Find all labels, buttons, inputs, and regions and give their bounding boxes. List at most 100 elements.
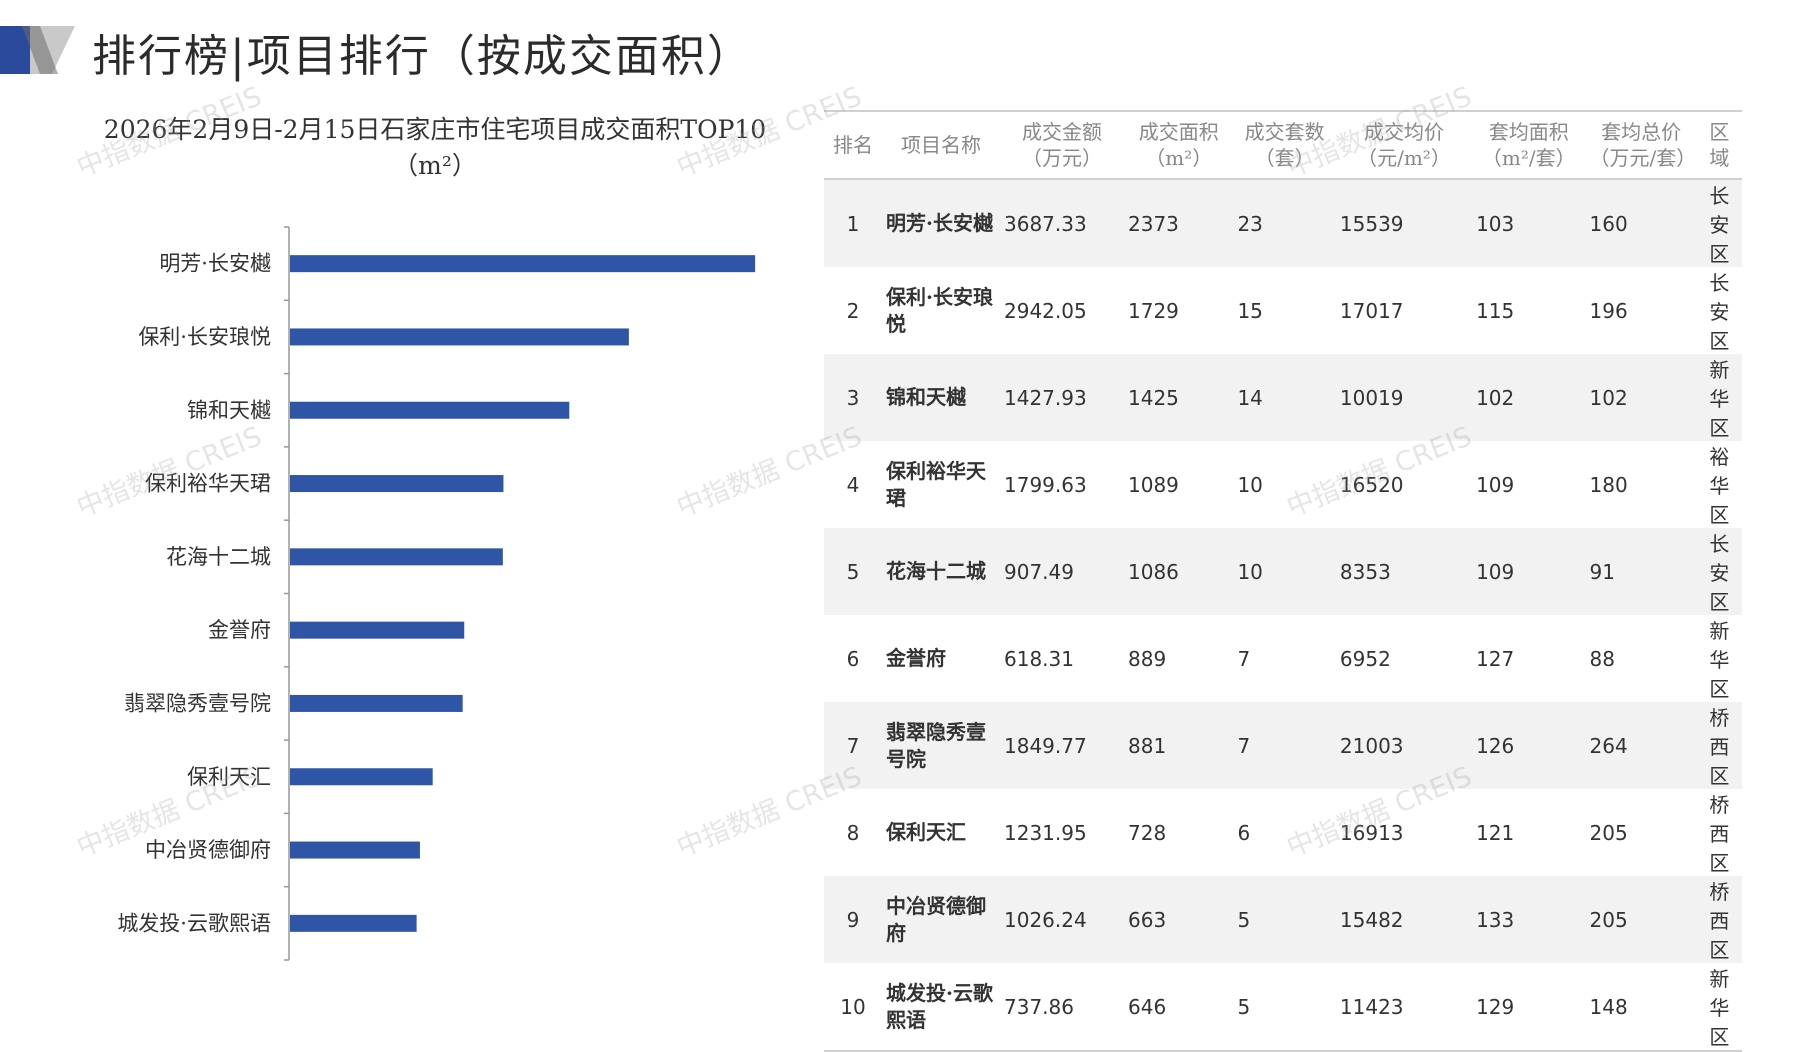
- table-cell-amount: 1799.63: [1004, 472, 1087, 497]
- table-cell-rank: 3: [824, 354, 882, 441]
- ranking-table: 排名 项目名称 成交金额（万元） 成交面积（m²） 成交套数（套） 成交均价（元…: [824, 112, 1742, 1052]
- table-cell-price: 15482: [1335, 876, 1473, 963]
- header-district: 区域: [1696, 112, 1742, 180]
- category-label: 金誉府: [208, 618, 271, 642]
- table-cell-district: 新华区: [1709, 619, 1730, 701]
- table-cell-amount: 1849.77: [1000, 702, 1124, 789]
- bar-chart: 明芳·长安樾保利·长安琅悦锦和天樾保利裕华天珺花海十二城金誉府翡翠隐秀壹号院保利…: [117, 226, 756, 961]
- header-units: 成交套数（套）: [1233, 112, 1336, 180]
- table-cell-units: 15: [1237, 298, 1263, 323]
- header-avg-total: 套均总价（万元/套）: [1585, 112, 1697, 180]
- table-cell-district: 桥西区: [1709, 793, 1730, 875]
- category-label: 城发投·云歌熙语: [117, 911, 271, 935]
- table-cell-district: 桥西区: [1696, 702, 1742, 789]
- header-project-name: 项目名称: [882, 112, 1000, 180]
- bar: [290, 914, 417, 932]
- header-rank: 排名: [824, 112, 882, 180]
- table-cell-price: 21003: [1335, 702, 1473, 789]
- category-label: 锦和天樾: [187, 398, 271, 422]
- table-cell-area: 663: [1124, 876, 1234, 963]
- category-label: 保利·长安琅悦: [138, 325, 271, 349]
- table-cell-rank: 10: [824, 963, 882, 1052]
- table-cell-area: 646: [1124, 963, 1234, 1052]
- table-cell-area: 1089: [1128, 472, 1179, 497]
- table-cell-avg-area: 127: [1476, 646, 1515, 671]
- table-cell-avg-area: 129: [1472, 963, 1586, 1052]
- table-row: 4 保利裕华天珺 1799.63 1089 10 16520 109 180 裕华区: [824, 441, 1742, 528]
- brand-logo-icon: [0, 26, 75, 74]
- table-cell-district: 桥西区: [1696, 876, 1742, 963]
- table-cell-district: 长安区: [1696, 179, 1742, 267]
- table-cell-name: 保利天汇: [886, 820, 966, 844]
- bar: [290, 401, 570, 419]
- table-cell-units: 10: [1233, 528, 1336, 615]
- bar: [290, 475, 504, 493]
- table-cell-area: 1086: [1124, 528, 1234, 615]
- table-cell-rank: 1: [824, 179, 882, 267]
- table-row: 1 明芳·长安樾 3687.33 2373 23 15539 103 160 长安区: [824, 179, 1742, 267]
- table-row: 10 城发投·云歌熙语 737.86 646 5 11423 129 148 新华区: [824, 963, 1742, 1052]
- bar: [290, 841, 420, 859]
- table-cell-rank: 7: [824, 702, 882, 789]
- table-cell-area: 728: [1128, 820, 1167, 845]
- table-cell-avg-area: 102: [1472, 354, 1586, 441]
- table-top-rule: [824, 110, 1742, 112]
- table-cell-units: 5: [1233, 876, 1336, 963]
- table-cell-rank: 4: [846, 472, 860, 497]
- bar: [290, 768, 433, 786]
- bar: [290, 694, 463, 712]
- table-cell-name: 城发投·云歌熙语: [882, 963, 1000, 1052]
- table-cell-name: 锦和天樾: [882, 354, 1000, 441]
- table-cell-avg-area: 121: [1476, 820, 1515, 845]
- table-cell-rank: 6: [846, 646, 860, 671]
- table-cell-district: 裕华区: [1709, 445, 1730, 527]
- table-cell-name: 明芳·长安樾: [882, 179, 1000, 267]
- table-row: 7 翡翠隐秀壹号院 1849.77 881 7 21003 126 264 桥西区: [824, 702, 1742, 789]
- category-label: 保利裕华天珺: [145, 472, 271, 496]
- table-cell-name: 花海十二城: [882, 528, 1000, 615]
- table-cell-price: 16913: [1339, 820, 1404, 845]
- table-cell-avg-total: 88: [1589, 646, 1615, 671]
- table-body: 1 明芳·长安樾 3687.33 2373 23 15539 103 160 长安区 2 保利·长安…: [824, 179, 1742, 1052]
- table-cell-rank: 5: [824, 528, 882, 615]
- table-cell-district: 新华区: [1696, 354, 1742, 441]
- table-row: 6 金誉府 618.31 889 7 6952 127 88 新华区: [824, 615, 1742, 702]
- table-cell-amount: 737.86: [1000, 963, 1124, 1052]
- table-cell-avg-total: 160: [1585, 179, 1697, 267]
- table-cell-amount: 1026.24: [1000, 876, 1124, 963]
- table-cell-price: 17017: [1339, 298, 1404, 323]
- table-cell-avg-total: 205: [1589, 820, 1628, 845]
- bar: [290, 255, 756, 273]
- table-row: 2 保利·长安琅悦 2942.05 1729 15 17017 115 196 长安区: [824, 267, 1742, 354]
- table-cell-rank: 8: [846, 820, 860, 845]
- header-avg-area: 套均面积（m²/套）: [1472, 112, 1586, 180]
- table-cell-price: 6952: [1339, 646, 1391, 671]
- table-cell-units: 10: [1237, 472, 1263, 497]
- table-cell-avg-total: 264: [1585, 702, 1697, 789]
- bar: [290, 548, 503, 566]
- table-cell-units: 23: [1233, 179, 1336, 267]
- table-cell-units: 14: [1233, 354, 1336, 441]
- table-cell-avg-total: 148: [1585, 963, 1697, 1052]
- category-label: 明芳·长安樾: [159, 252, 271, 276]
- table-row: 3 锦和天樾 1427.93 1425 14 10019 102 102 新华区: [824, 354, 1742, 441]
- page-title: 排行榜|项目排行（按成交面积）: [92, 31, 753, 82]
- table-cell-price: 15539: [1335, 179, 1473, 267]
- table-cell-name: 保利裕华天珺: [886, 458, 986, 510]
- table-cell-avg-total: 102: [1585, 354, 1697, 441]
- category-label: 花海十二城: [166, 545, 271, 569]
- table-cell-amount: 618.31: [1004, 646, 1074, 671]
- table-cell-amount: 1231.95: [1004, 820, 1087, 845]
- header-price: 成交均价（元/m²）: [1335, 112, 1473, 180]
- table-cell-avg-area: 103: [1472, 179, 1586, 267]
- table-cell-area: 889: [1128, 646, 1167, 671]
- table-cell-avg-area: 115: [1476, 298, 1515, 323]
- table-cell-avg-area: 133: [1472, 876, 1586, 963]
- table-cell-area: 1425: [1124, 354, 1234, 441]
- table-cell-amount: 2942.05: [1004, 298, 1087, 323]
- table-cell-area: 1729: [1128, 298, 1179, 323]
- table-cell-units: 7: [1233, 702, 1336, 789]
- table-cell-area: 881: [1124, 702, 1234, 789]
- table-cell-avg-total: 180: [1589, 472, 1628, 497]
- bar: [290, 328, 629, 346]
